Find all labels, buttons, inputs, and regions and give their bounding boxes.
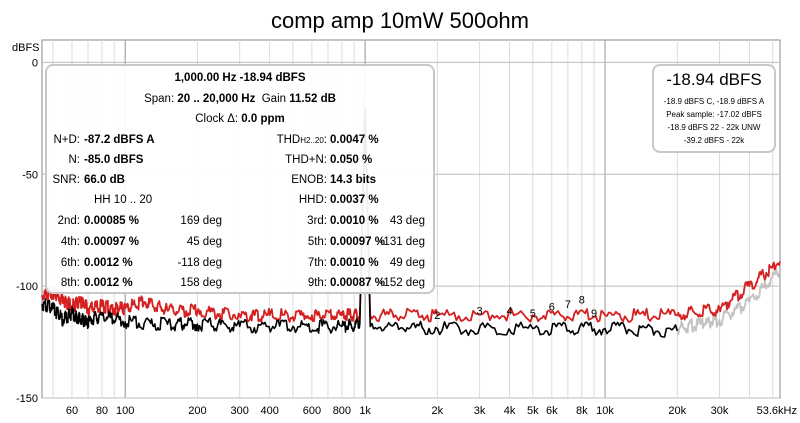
peak-detail-2: Peak sample: -17.02 dBFS (666, 110, 762, 119)
h2-value: 0.00085 % (84, 215, 139, 227)
x-tick-label: 300 (230, 405, 248, 417)
y-tick-label: -150 (16, 393, 38, 405)
h3-value: 0.0010 % (330, 215, 379, 227)
span-value: 20 .. 20,000 Hz (177, 93, 256, 105)
h8-value: 0.0012 % (84, 277, 133, 289)
h8-phase: 158 deg (180, 277, 222, 289)
x-tick-label: 800 (333, 405, 351, 417)
snr-label: SNR: (52, 174, 80, 186)
x-tick-label: 4k (504, 405, 516, 417)
n-plus-d-label: N+D: (53, 134, 80, 146)
panel-fundamental: 1,000.00 Hz -18.94 dBFS (174, 72, 306, 84)
h5-phase: -131 deg (379, 236, 425, 248)
series-line-0 (41, 103, 781, 323)
h5-value: 0.00097 % (330, 236, 385, 248)
h3-label: 3rd: (307, 215, 327, 227)
harmonic-marker-2: 2 (434, 310, 440, 322)
h9-label: 9th: (307, 277, 327, 289)
h7-phase: 49 deg (389, 257, 425, 269)
span-label: Span: (144, 93, 178, 105)
h4-value: 0.00097 % (84, 236, 139, 248)
h4-label: 4th: (60, 236, 80, 248)
y-tick-label: 0 (32, 57, 38, 69)
gain-value: 11.52 dB (289, 93, 336, 105)
x-tick-label: 600 (303, 405, 321, 417)
h5-label: 5th: (307, 236, 327, 248)
h3-phase: 43 deg (389, 215, 425, 227)
peak-detail-4: -39.2 dBFS - 22k (683, 136, 745, 145)
noise-value: -85.0 dBFS (84, 154, 144, 166)
harmonic-marker-6: 6 (549, 301, 555, 313)
thd-value: 0.0047 % (330, 134, 379, 146)
harmonic-marker-3: 3 (477, 306, 483, 318)
peak-detail-1: -18.9 dBFS C, -18.9 dBFS A (663, 97, 765, 106)
y-tick-label: -50 (22, 169, 38, 181)
harmonic-marker-9: 9 (591, 308, 597, 320)
clock-value: 0.0 ppm (241, 113, 285, 125)
x-tick-label: 20k (668, 405, 686, 417)
x-tick-label: 200 (188, 405, 206, 417)
thd-n-value: 0.050 % (330, 154, 373, 166)
x-tick-label: 100 (116, 405, 134, 417)
h9-value: 0.00087 % (330, 277, 385, 289)
chart-title: comp amp 10mW 500ohm (271, 8, 529, 33)
h2-phase: 169 deg (180, 215, 222, 227)
series-line-2 (676, 267, 781, 336)
x-tick-label: 3k (474, 405, 486, 417)
harmonic-marker-7: 7 (565, 299, 571, 311)
enob-label: ENOB: (291, 174, 327, 186)
x-tick-label: 80 (96, 405, 108, 417)
x-tick-label: 2k (432, 405, 444, 417)
snr-value: 66.0 dB (84, 174, 125, 186)
y-tick-label: -100 (16, 281, 38, 293)
peak-level-box: -18.94 dBFS -18.9 dBFS C, -18.9 dBFS A P… (652, 64, 776, 153)
peak-level-value: -18.94 dBFS (666, 70, 762, 89)
h7-label: 7th: (307, 257, 327, 269)
y-axis-label: dBFS (12, 42, 40, 54)
n-plus-d-value: -87.2 dBFS A (84, 134, 155, 146)
h9-phase: -152 deg (379, 277, 425, 289)
series-line-1 (41, 104, 679, 338)
harmonic-marker-8: 8 (579, 295, 585, 307)
hhd-value: 0.0037 % (330, 194, 379, 206)
x-tick-label: 10k (596, 405, 614, 417)
hhd-label: HHD: (298, 194, 327, 206)
panel-clock: Clock Δ: 0.0 ppm (47, 113, 433, 125)
x-tick-label: 60 (66, 405, 78, 417)
thd-label: THDH2..20: (276, 134, 327, 146)
h8-label: 8th: (60, 277, 80, 289)
gain-label: Gain (261, 93, 290, 105)
thd-n-label: THD+N: (285, 154, 327, 166)
h4-phase: 45 deg (186, 236, 222, 248)
h2-label: 2nd: (57, 215, 80, 227)
x-tick-label: 1k (359, 405, 371, 417)
x-tick-label: 5k (527, 405, 539, 417)
clock-label: Clock Δ: (195, 113, 242, 125)
h6-value: 0.0012 % (84, 257, 133, 269)
harmonic-marker-5: 5 (530, 308, 536, 320)
panel-span-gain: Span: 20 .. 20,000 Hz Gain 11.52 dB (47, 93, 433, 105)
x-tick-label: 6k (546, 405, 558, 417)
x-tick-label: 53.6kHz (757, 405, 797, 417)
harmonic-marker-4: 4 (507, 306, 513, 318)
h7-value: 0.0010 % (330, 257, 379, 269)
hh-range-label: HH 10 .. 20 (94, 194, 153, 206)
peak-detail-3: -18.9 dBFS 22 - 22k UNW (667, 123, 761, 132)
measurement-panel: 1,000.00 Hz -18.94 dBFS Span: 20 .. 20,0… (45, 64, 435, 294)
noise-label: N: (68, 154, 81, 166)
x-tick-label: 400 (260, 405, 278, 417)
x-tick-label: 30k (711, 405, 729, 417)
h6-label: 6th: (60, 257, 80, 269)
enob-value: 14.3 bits (330, 174, 377, 186)
x-tick-label: 8k (576, 405, 588, 417)
h6-phase: -118 deg (177, 257, 222, 269)
